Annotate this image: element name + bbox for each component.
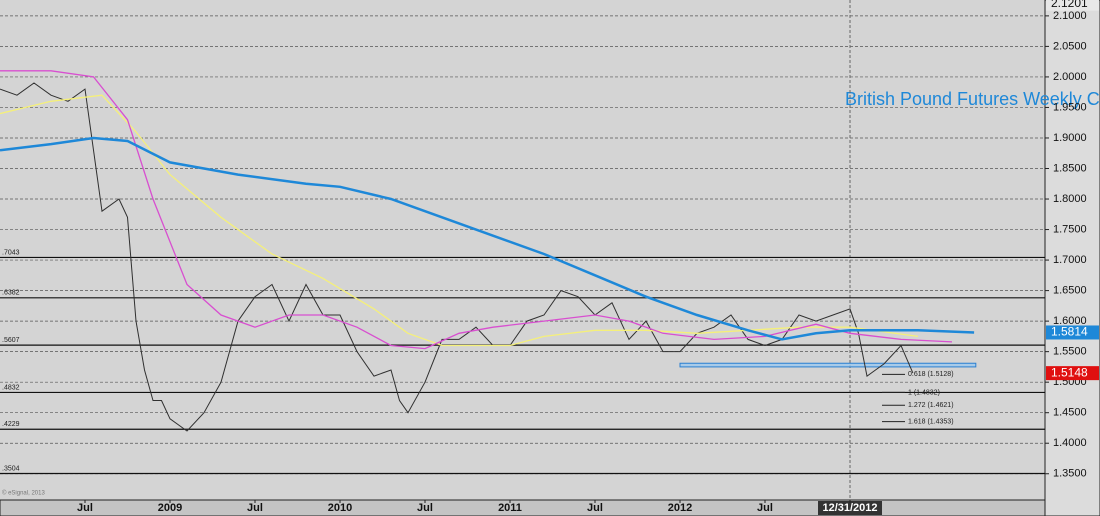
- fib-label: 1 (1.4832): [908, 389, 940, 396]
- x-tick-label: 12/31/2012: [822, 502, 877, 514]
- price-label: 1.5814: [1051, 325, 1088, 339]
- series-line: [0, 70, 953, 350]
- x-tick-label: Jul: [587, 502, 603, 514]
- fib-label: 1.272 (1.4621): [908, 402, 954, 409]
- x-tick-label: Jul: [757, 502, 773, 514]
- price-label-box: [1046, 325, 1099, 340]
- level-label: .4832: [2, 384, 20, 391]
- copyright: © eSignal, 2013: [2, 490, 45, 497]
- level-label: .4229: [2, 421, 20, 428]
- x-axis-panel: [0, 499, 1046, 516]
- fib-label: 1.618 (1.4353): [908, 419, 954, 426]
- x-tick-label: 2011: [498, 502, 522, 514]
- x-tick-label: Jul: [77, 502, 93, 514]
- x-tick-label: Jul: [247, 502, 263, 514]
- y-tick-label: 1.4000: [1053, 437, 1087, 449]
- level-label: .6382: [2, 290, 20, 297]
- level-label: .7043: [2, 249, 20, 256]
- price-label: 2.1201: [1051, 0, 1088, 10]
- price-label: 1.5148: [1051, 365, 1088, 379]
- y-tick-label: 1.6000: [1053, 315, 1087, 327]
- y-tick-label: 2.0000: [1053, 71, 1087, 83]
- y-tick-label: 1.3500: [1053, 468, 1087, 480]
- x-tick-label: 2012: [668, 502, 692, 514]
- y-tick-label: 1.5500: [1053, 346, 1087, 358]
- series-line: [0, 94, 919, 347]
- y-tick-label: 2.0500: [1053, 40, 1087, 52]
- fib-label: 0.618 (1.5128): [908, 371, 954, 378]
- y-tick-label: 1.8500: [1053, 162, 1087, 174]
- y-tick-label: 1.9500: [1053, 101, 1087, 113]
- price-label-box: [1046, 0, 1099, 11]
- y-tick-label: 1.7500: [1053, 223, 1087, 235]
- series-line: [0, 136, 975, 341]
- level-label: .5607: [2, 337, 20, 344]
- price-label-box: [1046, 366, 1099, 381]
- x-label-highlight: [818, 501, 883, 515]
- x-tick-label: 2010: [328, 502, 352, 514]
- y-tick-label: 1.7000: [1053, 254, 1087, 266]
- support-zone: [679, 362, 977, 368]
- level-label: .3504: [2, 465, 20, 472]
- x-tick-label: 2009: [158, 502, 182, 514]
- annotation: British Pound Futures Weekly Chart: [845, 89, 1100, 109]
- x-tick-label: Jul: [417, 502, 433, 514]
- plot-area: [0, 0, 1045, 500]
- y-tick-label: 2.1000: [1053, 10, 1087, 22]
- y-tick-label: 1.4500: [1053, 407, 1087, 419]
- y-tick-label: 1.8000: [1053, 193, 1087, 205]
- y-tick-label: 1.6500: [1053, 285, 1087, 297]
- y-tick-label: 1.9000: [1053, 132, 1087, 144]
